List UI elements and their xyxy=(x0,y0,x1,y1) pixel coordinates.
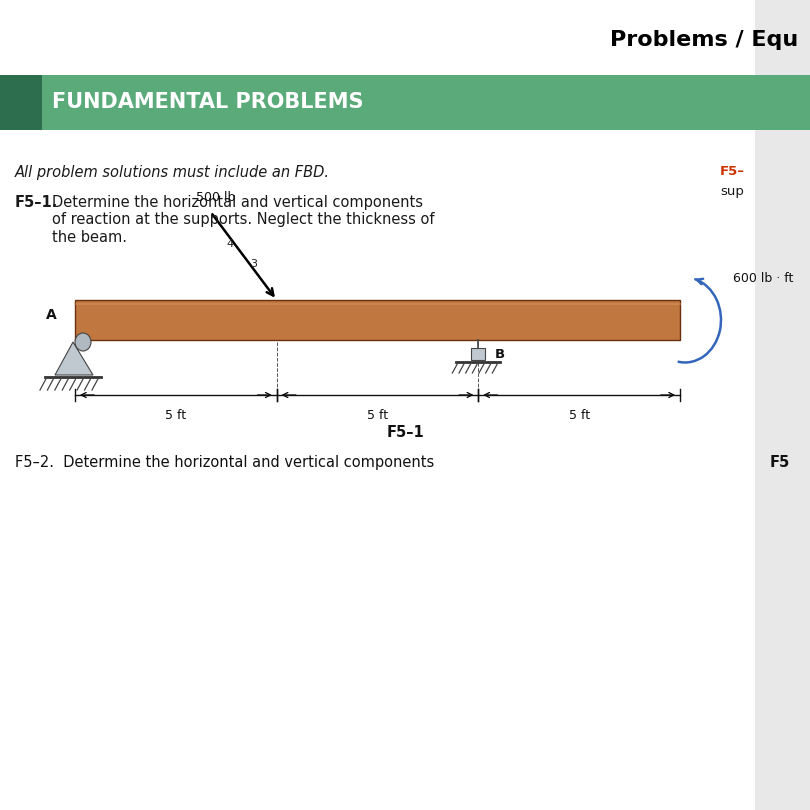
Text: F5–2.  Determine the horizontal and vertical components: F5–2. Determine the horizontal and verti… xyxy=(15,455,434,470)
Bar xyxy=(755,0,810,810)
Text: 5 ft: 5 ft xyxy=(367,409,388,422)
Text: sup: sup xyxy=(720,185,744,198)
Bar xyxy=(0,75,42,130)
Bar xyxy=(75,300,680,340)
Text: FUNDAMENTAL PROBLEMS: FUNDAMENTAL PROBLEMS xyxy=(52,92,364,113)
Bar xyxy=(471,348,485,360)
Text: F5–1.: F5–1. xyxy=(15,195,58,210)
Text: 500 lb: 500 lb xyxy=(196,191,236,204)
Text: All problem solutions must include an FBD.: All problem solutions must include an FB… xyxy=(15,165,330,180)
Text: 3: 3 xyxy=(250,259,257,269)
Text: F5–1: F5–1 xyxy=(386,425,424,440)
Text: F5–: F5– xyxy=(720,165,745,178)
Text: B: B xyxy=(494,347,505,360)
Text: 5 ft: 5 ft xyxy=(569,409,590,422)
Text: 4: 4 xyxy=(226,239,233,249)
Text: 5 ft: 5 ft xyxy=(165,409,186,422)
Ellipse shape xyxy=(75,333,91,351)
Text: F5: F5 xyxy=(770,455,790,470)
Text: Problems / Equ: Problems / Equ xyxy=(610,30,798,50)
Polygon shape xyxy=(55,342,93,375)
Text: 600 lb · ft: 600 lb · ft xyxy=(733,271,793,284)
Text: A: A xyxy=(46,308,57,322)
Text: Determine the horizontal and vertical components
of reaction at the supports. Ne: Determine the horizontal and vertical co… xyxy=(52,195,434,245)
Bar xyxy=(0,75,810,130)
